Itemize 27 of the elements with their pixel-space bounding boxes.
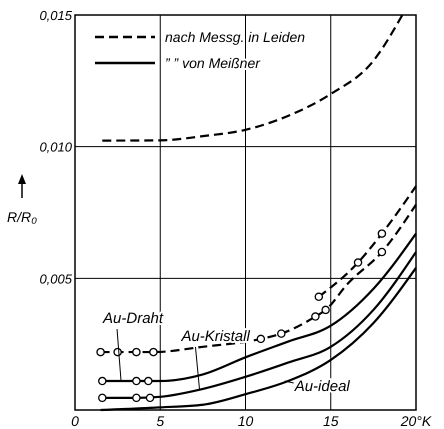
point xyxy=(378,248,386,256)
point xyxy=(277,329,286,338)
y-axis-title: R/R₀ xyxy=(6,209,38,225)
point xyxy=(96,348,105,356)
point xyxy=(132,376,141,386)
x-tick-label: 15 xyxy=(322,413,339,429)
x-tick-label: 10 xyxy=(238,413,254,429)
x-tick-label: 0 xyxy=(71,413,80,429)
point xyxy=(311,312,320,321)
point xyxy=(321,306,330,314)
y-tick-label: 0,015 xyxy=(39,8,73,23)
point xyxy=(132,348,141,356)
point xyxy=(146,394,154,402)
point xyxy=(98,376,107,386)
y-tick-label: 0,010 xyxy=(39,140,73,155)
point xyxy=(378,229,386,238)
point xyxy=(149,348,158,356)
y-tick-label: 0,005 xyxy=(39,271,73,286)
point xyxy=(354,258,362,267)
point xyxy=(98,394,107,402)
point xyxy=(132,394,141,402)
legend-label: nach Messg. in Leiden xyxy=(165,29,306,45)
x-tick-label: 20°K xyxy=(400,413,432,429)
point xyxy=(314,292,324,302)
point xyxy=(256,334,266,344)
point xyxy=(144,376,153,386)
x-tick-label: 5 xyxy=(156,413,164,429)
